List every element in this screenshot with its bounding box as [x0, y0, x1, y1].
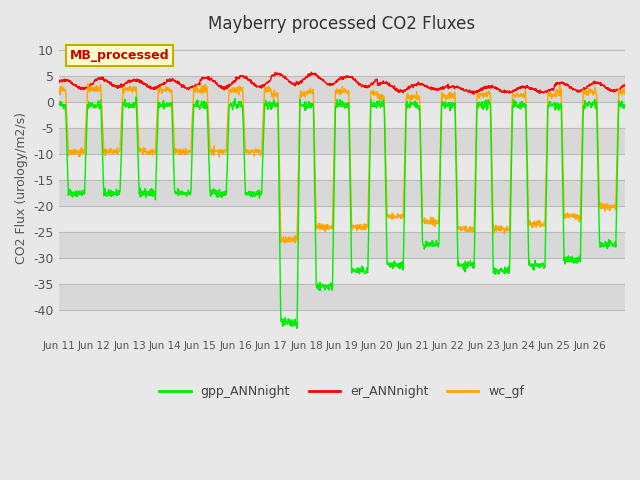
er_ANNnight: [143, 82, 151, 87]
gpp_ANNnight: [132, 94, 140, 100]
Legend: gpp_ANNnight, er_ANNnight, wc_gf: gpp_ANNnight, er_ANNnight, wc_gf: [154, 380, 529, 403]
wc_gf: [281, 240, 289, 246]
gpp_ANNnight: [559, 200, 567, 206]
gpp_ANNnight: [317, 284, 325, 289]
wc_gf: [614, 102, 622, 108]
wc_gf: [55, 85, 63, 91]
er_ANNnight: [317, 76, 324, 82]
er_ANNnight: [476, 87, 484, 93]
Bar: [59, 50, 625, 76]
wc_gf: [144, 149, 152, 155]
Bar: [59, 258, 625, 284]
wc_gf: [621, 86, 629, 92]
Bar: [59, 206, 625, 232]
er_ANNnight: [614, 87, 622, 93]
Bar: [59, 128, 625, 154]
Line: gpp_ANNnight: gpp_ANNnight: [59, 97, 625, 328]
er_ANNnight: [308, 70, 316, 75]
Bar: [59, 180, 625, 206]
gpp_ANNnight: [614, 115, 622, 120]
er_ANNnight: [559, 80, 567, 85]
wc_gf: [84, 81, 92, 86]
Bar: [59, 232, 625, 258]
Bar: [59, 154, 625, 180]
gpp_ANNnight: [55, 101, 63, 107]
wc_gf: [317, 226, 325, 232]
Line: er_ANNnight: er_ANNnight: [59, 72, 625, 94]
Y-axis label: CO2 Flux (urology/m2/s): CO2 Flux (urology/m2/s): [15, 112, 28, 264]
gpp_ANNnight: [328, 288, 335, 293]
Bar: [59, 102, 625, 128]
er_ANNnight: [55, 79, 63, 85]
wc_gf: [328, 223, 335, 228]
gpp_ANNnight: [621, 105, 629, 111]
wc_gf: [476, 92, 484, 97]
er_ANNnight: [328, 81, 335, 87]
Title: Mayberry processed CO2 Fluxes: Mayberry processed CO2 Fluxes: [209, 15, 476, 33]
er_ANNnight: [621, 82, 629, 87]
Line: wc_gf: wc_gf: [59, 84, 625, 243]
gpp_ANNnight: [293, 325, 301, 331]
er_ANNnight: [470, 91, 478, 97]
Text: MB_processed: MB_processed: [70, 49, 170, 62]
Bar: [59, 284, 625, 310]
wc_gf: [559, 166, 567, 171]
gpp_ANNnight: [144, 191, 152, 196]
gpp_ANNnight: [476, 102, 484, 108]
Bar: [59, 76, 625, 102]
